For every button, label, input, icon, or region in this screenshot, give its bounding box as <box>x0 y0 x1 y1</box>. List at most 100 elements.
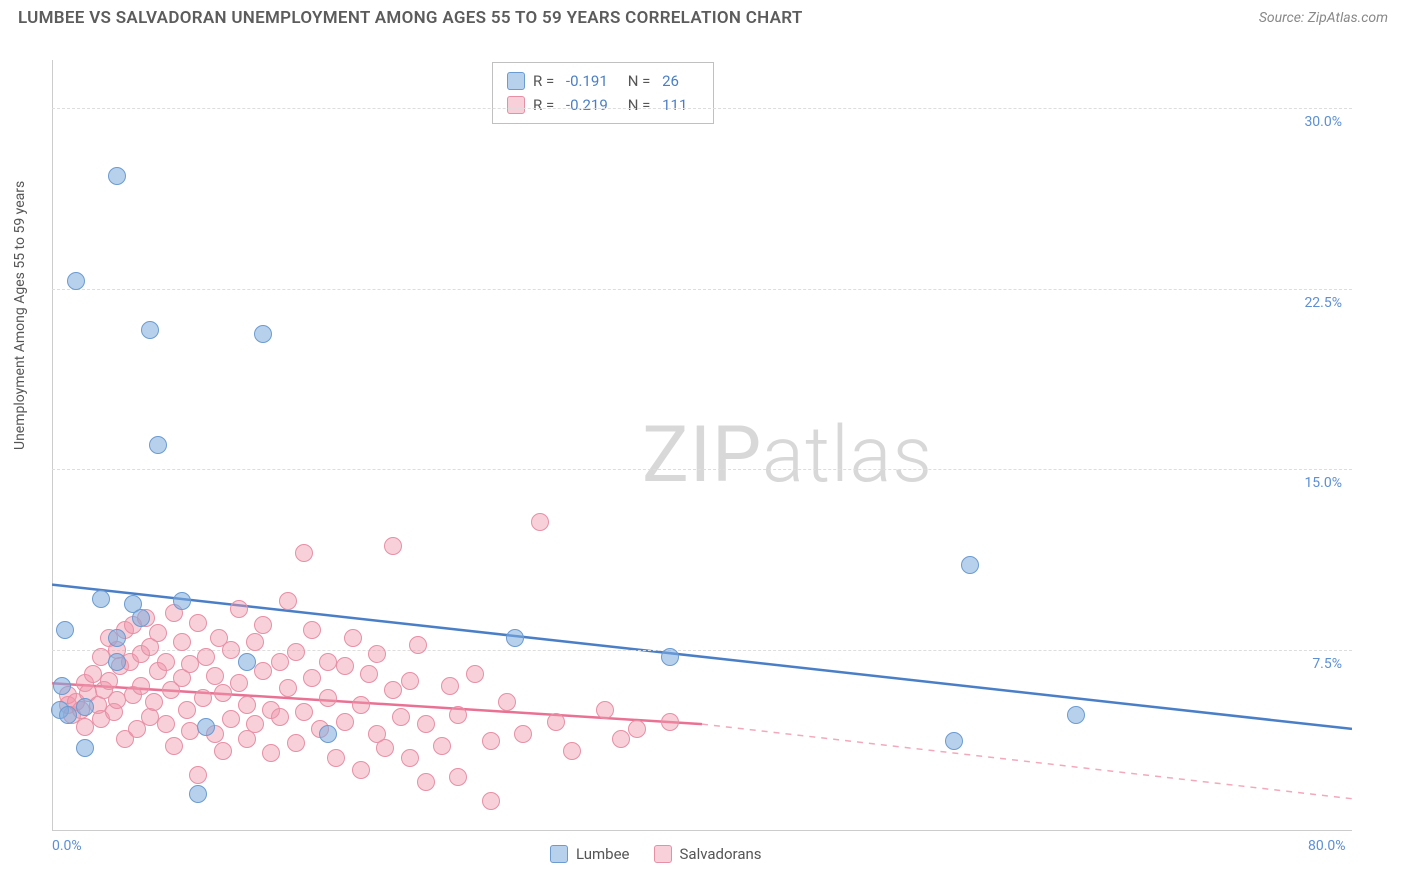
scatter-point <box>449 768 467 786</box>
scatter-point <box>157 715 175 733</box>
scatter-point <box>165 737 183 755</box>
legend-item-lumbee: Lumbee <box>550 845 630 863</box>
y-tick-label: 15.0% <box>1304 475 1342 491</box>
scatter-point <box>279 679 297 697</box>
scatter-point <box>279 592 297 610</box>
x-tick-label: 0.0% <box>52 838 82 854</box>
scatter-point <box>506 629 524 647</box>
scatter-point <box>246 715 264 733</box>
scatter-point <box>409 636 427 654</box>
scatter-point <box>108 629 126 647</box>
scatter-point <box>59 706 77 724</box>
scatter-point <box>1067 706 1085 724</box>
scatter-point <box>254 616 272 634</box>
scatter-point <box>56 621 74 639</box>
trend-lines-layer <box>52 60 1352 830</box>
scatter-point <box>360 665 378 683</box>
trend-line <box>702 724 1352 799</box>
scatter-point <box>271 653 289 671</box>
scatter-point <box>336 713 354 731</box>
y-axis-label: Unemployment Among Ages 55 to 59 years <box>12 181 28 450</box>
scatter-point <box>189 614 207 632</box>
scatter-point <box>108 167 126 185</box>
scatter-point <box>145 693 163 711</box>
scatter-point <box>401 749 419 767</box>
scatter-point <box>596 701 614 719</box>
source-label: Source: ZipAtlas.com <box>1259 10 1388 26</box>
scatter-point <box>661 648 679 666</box>
watermark: ZIPatlas <box>642 410 933 501</box>
scatter-point <box>238 653 256 671</box>
grid-line <box>52 108 1352 109</box>
bottom-legend: Lumbee Salvadorans <box>550 845 762 863</box>
scatter-point <box>173 633 191 651</box>
scatter-point <box>384 681 402 699</box>
plot-area: ZIPatlas R = -0.191 N = 26 R = -0.219 N … <box>52 60 1352 830</box>
scatter-point <box>254 662 272 680</box>
scatter-point <box>482 732 500 750</box>
scatter-point <box>336 657 354 675</box>
scatter-point <box>417 773 435 791</box>
scatter-point <box>214 684 232 702</box>
scatter-point <box>945 732 963 750</box>
stat-n-label-2: N = <box>628 93 654 117</box>
scatter-point <box>254 325 272 343</box>
scatter-point <box>149 436 167 454</box>
stat-n-blue: 26 <box>662 69 679 93</box>
scatter-point <box>319 653 337 671</box>
swatch-blue <box>507 72 525 90</box>
legend-item-salvadorans: Salvadorans <box>654 845 762 863</box>
scatter-point <box>230 600 248 618</box>
stats-row-blue: R = -0.191 N = 26 <box>507 69 699 93</box>
scatter-point <box>661 713 679 731</box>
scatter-point <box>376 739 394 757</box>
stats-legend: R = -0.191 N = 26 R = -0.219 N = 111 <box>492 62 714 124</box>
scatter-point <box>547 713 565 731</box>
scatter-point <box>53 677 71 695</box>
scatter-point <box>417 715 435 733</box>
scatter-point <box>961 556 979 574</box>
chart-title: LUMBEE VS SALVADORAN UNEMPLOYMENT AMONG … <box>18 8 803 28</box>
grid-line <box>52 289 1352 290</box>
scatter-point <box>238 696 256 714</box>
scatter-point <box>303 621 321 639</box>
scatter-point <box>628 720 646 738</box>
scatter-point <box>514 725 532 743</box>
scatter-point <box>295 544 313 562</box>
scatter-point <box>194 689 212 707</box>
watermark-light: atlas <box>762 410 933 501</box>
y-tick-label: 7.5% <box>1312 656 1342 672</box>
chart-area: ZIPatlas R = -0.191 N = 26 R = -0.219 N … <box>52 60 1352 830</box>
scatter-point <box>132 609 150 627</box>
scatter-point <box>222 710 240 728</box>
scatter-point <box>449 706 467 724</box>
scatter-point <box>157 653 175 671</box>
scatter-point <box>303 669 321 687</box>
stat-r-label: R = <box>533 69 558 93</box>
x-axis-line <box>52 830 1352 831</box>
scatter-point <box>271 708 289 726</box>
scatter-point <box>327 749 345 767</box>
scatter-point <box>295 703 313 721</box>
scatter-point <box>612 730 630 748</box>
scatter-point <box>76 739 94 757</box>
scatter-point <box>287 734 305 752</box>
scatter-point <box>531 513 549 531</box>
stat-n-pink: 111 <box>662 93 687 117</box>
scatter-point <box>352 696 370 714</box>
swatch-pink <box>507 96 525 114</box>
y-tick-label: 30.0% <box>1304 114 1342 130</box>
scatter-point <box>197 718 215 736</box>
scatter-point <box>287 643 305 661</box>
grid-line <box>52 469 1352 470</box>
stat-r-label-2: R = <box>533 93 558 117</box>
scatter-point <box>67 272 85 290</box>
scatter-point <box>197 648 215 666</box>
scatter-point <box>141 321 159 339</box>
watermark-bold: ZIP <box>642 410 762 501</box>
legend-swatch-pink <box>654 845 672 863</box>
scatter-point <box>230 674 248 692</box>
scatter-point <box>189 785 207 803</box>
scatter-point <box>392 708 410 726</box>
scatter-point <box>173 592 191 610</box>
